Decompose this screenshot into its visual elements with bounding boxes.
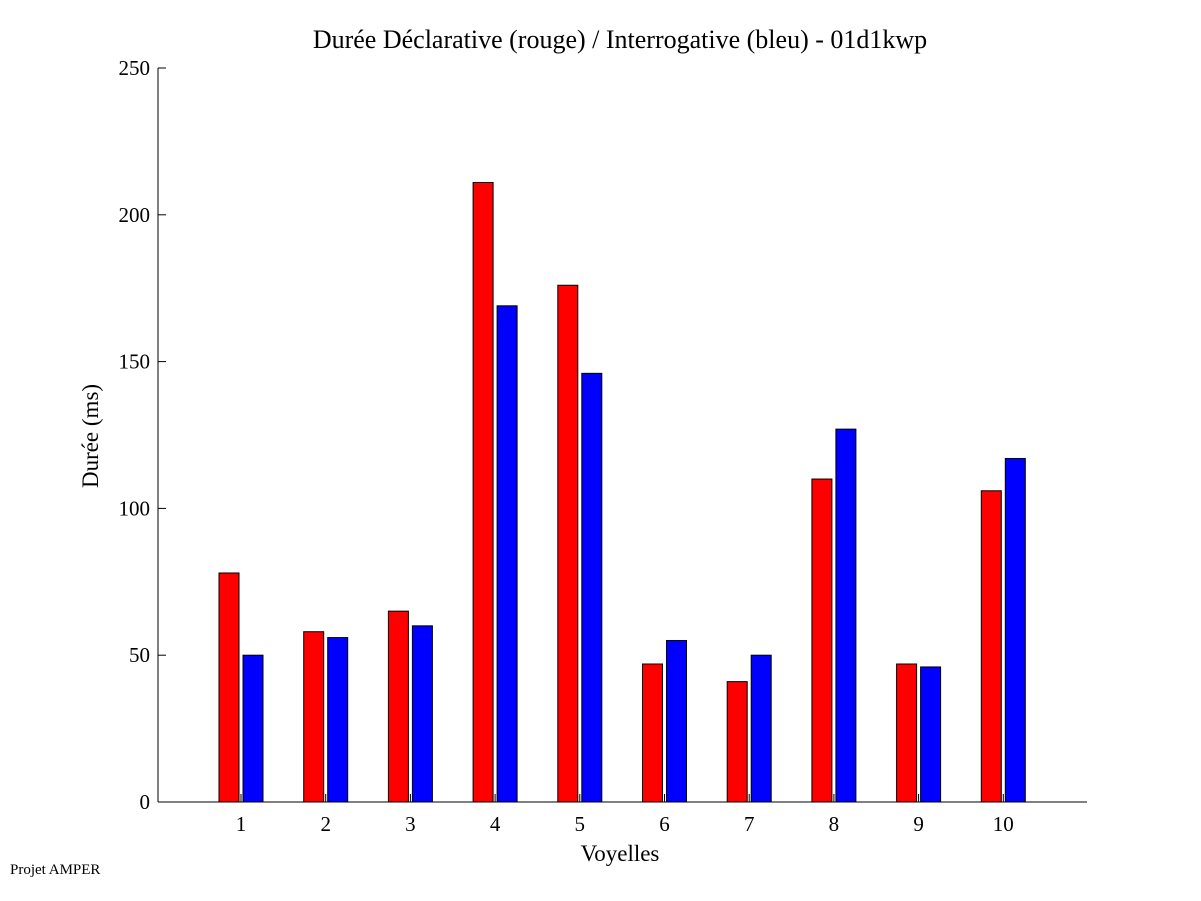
bar-red-10: [980, 490, 1002, 803]
y-tick-label: 100: [119, 496, 151, 520]
ticks: 0 50 100 150 200 250 1 2 3 4 5 6 7 8 9 10: [119, 56, 1014, 836]
bar-blue-7: [750, 654, 772, 803]
y-tick-label: 150: [119, 350, 151, 374]
x-tick-label: 4: [490, 812, 501, 836]
y-tick-label: 200: [119, 203, 151, 227]
x-tick-label: 9: [913, 812, 924, 836]
bar-red-3: [387, 610, 409, 803]
bar-red-4: [472, 182, 494, 803]
bar-blue-4: [496, 305, 518, 803]
bar-red-5: [557, 284, 579, 803]
bar-blue-5: [581, 372, 603, 803]
y-axis-label: Durée (ms): [78, 384, 103, 488]
x-tick-label: 6: [659, 812, 670, 836]
footer-label: Projet AMPER: [10, 862, 101, 878]
axes: [157, 68, 1087, 803]
bar-blue-1: [242, 654, 264, 803]
bar-blue-3: [411, 625, 433, 803]
bar-blue-6: [666, 640, 687, 803]
y-tick-label: 250: [119, 56, 151, 80]
bar-blue-10: [1004, 457, 1026, 803]
bars: [218, 182, 1026, 803]
x-tick-label: 5: [575, 812, 586, 836]
chart-title: Durée Déclarative (rouge) / Interrogativ…: [313, 25, 927, 54]
y-tick-label: 0: [140, 790, 151, 814]
bar-red-2: [303, 631, 325, 803]
x-tick-label: 10: [993, 812, 1014, 836]
x-tick-label: 2: [320, 812, 331, 836]
bar-red-8: [811, 478, 833, 803]
x-tick-label: 3: [405, 812, 416, 836]
bar-red-6: [642, 663, 663, 803]
x-tick-label: 1: [236, 812, 247, 836]
bar-red-1: [218, 572, 240, 803]
bar-red-9: [896, 663, 918, 803]
y-tick-label: 50: [129, 643, 150, 667]
bar-blue-2: [327, 637, 349, 803]
x-axis-label: Voyelles: [581, 841, 660, 866]
x-tick-label: 7: [744, 812, 755, 836]
bar-blue-9: [920, 666, 942, 803]
bar-red-7: [726, 681, 748, 803]
x-tick-label: 8: [829, 812, 840, 836]
bar-blue-8: [835, 428, 857, 803]
